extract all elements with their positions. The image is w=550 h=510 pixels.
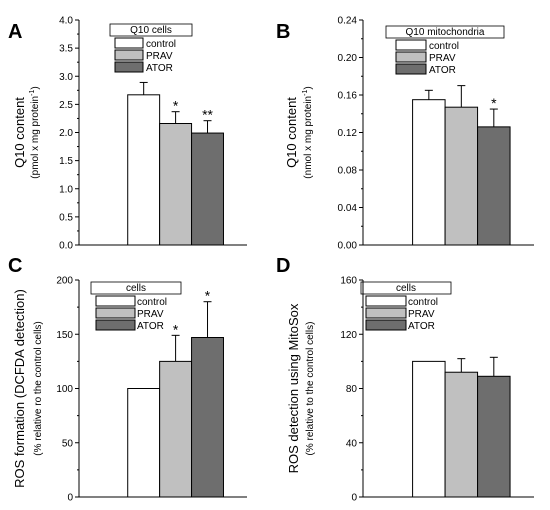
panel-a-y-tick-label: 3.0 xyxy=(59,72,73,83)
panel-b-legend-title-frame xyxy=(385,25,505,39)
panel-a-significance-ator: ** xyxy=(202,107,213,123)
panel-d-legend-title-frame xyxy=(360,281,452,295)
panel-d-bar-prav xyxy=(444,371,479,498)
panel-b-legend-swatch-ator xyxy=(395,63,427,75)
panel-a-bar-control xyxy=(127,94,161,246)
panel-d-legend-swatch-prav xyxy=(365,307,407,319)
panel-a-y-tick-label: 1.0 xyxy=(59,184,73,195)
panel-c-y-tick-label: 50 xyxy=(62,438,74,449)
panel-c-legend-title-frame xyxy=(90,281,182,295)
panel-a-bar-prav xyxy=(159,123,193,246)
panel-b-y-tick-label: 0.04 xyxy=(338,203,358,214)
panel-a-bar-ator xyxy=(191,132,224,246)
panel-c-bar-control xyxy=(127,388,161,498)
panel-a-legend-label-prav: PRAV xyxy=(146,51,173,62)
panel-d-bar-control xyxy=(412,360,446,498)
panel-b-y-tick-label: 0.16 xyxy=(338,91,358,102)
panel-d-y-axis-label: ROS detection using MitoSox xyxy=(286,303,301,473)
panel-a-significance-prav: * xyxy=(173,98,179,114)
panel-b-y-tick-label: 0.08 xyxy=(338,166,358,177)
panel-b-y-tick-label: 0.00 xyxy=(338,241,358,252)
panel-c-bar-ator xyxy=(191,337,224,498)
panel-c-letter: C xyxy=(8,255,22,277)
panel-b-legend-title: Q10 mitochondria xyxy=(406,27,485,38)
panel-c-y-axis-label: ROS formation (DCFDA detection) xyxy=(12,289,27,488)
panel-a-y-axis-sublabel: (pmol x mg protein-1) xyxy=(29,86,41,178)
panel-b-legend-label-control: control xyxy=(429,41,459,52)
panel-b-letter: B xyxy=(276,21,290,43)
panel-b-legend-swatch-prav xyxy=(395,51,427,63)
panel-c-significance-prav: * xyxy=(173,321,179,337)
panel-c-y-tick-label: 0 xyxy=(67,493,73,504)
panel-d-legend-label-control: control xyxy=(408,297,438,308)
panel-c-y-tick-label: 150 xyxy=(56,330,73,341)
panel-c-legend-title: cells xyxy=(126,283,146,294)
panel-a-y-tick-label: 2.5 xyxy=(59,100,73,111)
panel-d-y-tick-label: 80 xyxy=(346,384,358,395)
panel-d-bar-ator xyxy=(477,375,511,498)
panel-a-legend-title-frame xyxy=(109,23,193,37)
panel-c-bar-prav xyxy=(159,360,193,498)
panel-b-significance-ator: * xyxy=(491,95,497,111)
panel-b-legend-label-ator: ATOR xyxy=(429,65,456,76)
panel-b-legend-swatch-control xyxy=(395,39,427,51)
panel-d-legend-label-prav: PRAV xyxy=(408,309,435,320)
panel-b-y-tick-label: 0.20 xyxy=(338,53,358,64)
panel-d-y-axis-sublabel: (% relative to the control cells) xyxy=(305,322,316,456)
panel-d-legend-label-ator: ATOR xyxy=(408,321,435,332)
panel-a-y-tick-label: 3.5 xyxy=(59,44,73,55)
panel-c-legend-swatch-control xyxy=(95,295,136,307)
panel-b-bar-prav xyxy=(444,106,479,246)
panel-b-y-tick-label: 0.12 xyxy=(338,128,358,139)
panel-d-legend-title: cells xyxy=(396,283,416,294)
panel-c-legend-swatch-ator xyxy=(95,319,136,331)
panel-a-legend-swatch-prav xyxy=(114,49,144,61)
panel-c-legend-label-prav: PRAV xyxy=(137,309,164,320)
panel-d-letter: D xyxy=(276,255,290,277)
panel-b-y-tick-label: 0.24 xyxy=(338,16,358,27)
panel-c-y-tick-label: 100 xyxy=(56,384,73,395)
panel-c-y-tick-label: 200 xyxy=(56,276,73,287)
panel-b-y-axis-sublabel: (nmol x mg protein-1) xyxy=(302,86,314,178)
panel-a-y-tick-label: 4.0 xyxy=(59,16,73,27)
panel-a-legend-label-ator: ATOR xyxy=(146,63,173,74)
panel-d-y-tick-label: 0 xyxy=(351,493,357,504)
panel-d-legend-swatch-control xyxy=(365,295,407,307)
panel-c-y-axis-sublabel: (% relative ro the control cells) xyxy=(33,321,44,456)
panel-a-legend-title: Q10 cells xyxy=(130,25,172,36)
panel-a-legend-swatch-ator xyxy=(114,61,144,73)
panel-d-y-tick-label: 40 xyxy=(346,438,358,449)
panel-b-bar-ator xyxy=(477,126,511,246)
panel-c-legend-label-control: control xyxy=(137,297,167,308)
panel-a-y-tick-label: 2.0 xyxy=(59,128,73,139)
panel-b-legend-label-prav: PRAV xyxy=(429,53,456,64)
panel-a-legend-label-control: control xyxy=(146,39,176,50)
panel-a-y-tick-label: 0.0 xyxy=(59,241,73,252)
panel-c-legend-swatch-prav xyxy=(95,307,136,319)
panel-a-legend-swatch-control xyxy=(114,37,144,49)
panel-a-letter: A xyxy=(8,21,22,43)
panel-c-legend-label-ator: ATOR xyxy=(137,321,164,332)
panel-c-significance-ator: * xyxy=(205,288,211,304)
panel-d-legend-swatch-ator xyxy=(365,319,407,331)
panel-d-y-tick-label: 120 xyxy=(340,330,357,341)
panel-b-y-axis-label: Q10 content xyxy=(284,97,299,168)
panel-a-y-axis-label: Q10 content xyxy=(12,97,27,168)
panel-a-y-tick-label: 1.5 xyxy=(59,156,73,167)
panel-b-bar-control xyxy=(412,99,446,246)
panel-d-y-tick-label: 160 xyxy=(340,276,357,287)
panel-a-y-tick-label: 0.5 xyxy=(59,212,73,223)
